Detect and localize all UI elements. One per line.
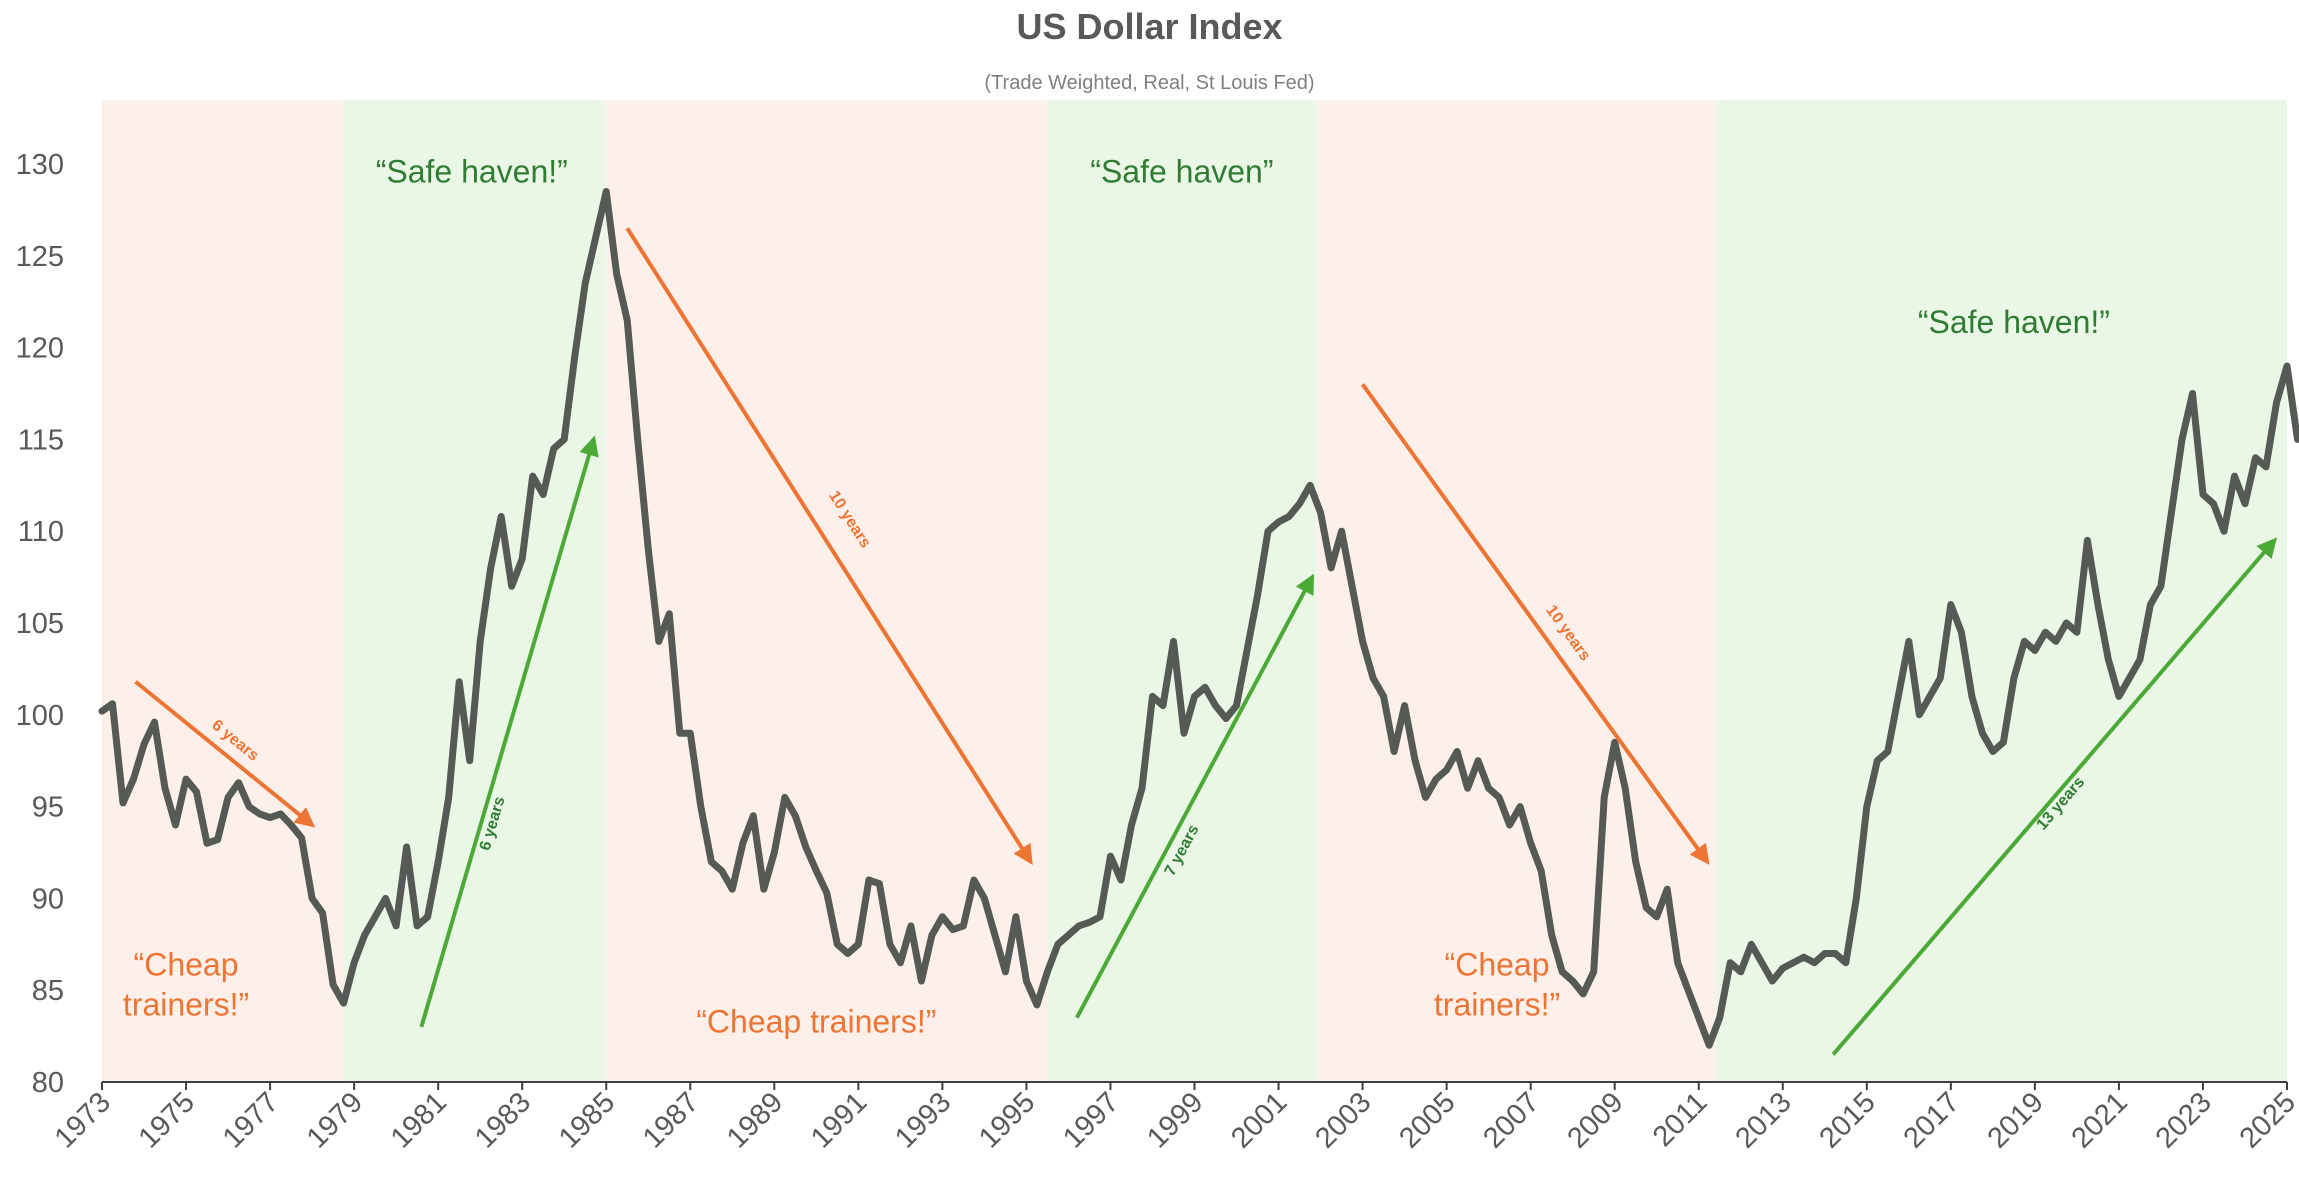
x-tick-label: 1975	[133, 1086, 201, 1154]
trend-arrow-green	[1831, 537, 2277, 1056]
x-tick-label: 2003	[1309, 1086, 1377, 1154]
x-tick-label: 1987	[637, 1086, 705, 1154]
x-tick-label: 2019	[1982, 1086, 2050, 1154]
x-tick-label: 1985	[553, 1086, 621, 1154]
x-tick-label: 1991	[805, 1086, 873, 1154]
band-weak	[102, 100, 344, 1082]
x-tick-label: 1995	[973, 1086, 1041, 1154]
trend-arrow-green	[419, 435, 599, 1028]
trend-arrow-orange	[1360, 383, 1710, 865]
x-tick-label: 1979	[301, 1086, 369, 1154]
y-tick-label: 110	[18, 516, 64, 548]
x-tick-label: 2009	[1561, 1086, 1629, 1154]
x-tick-label: 2021	[2066, 1086, 2134, 1154]
annotation-line: trainers!”	[1434, 987, 1560, 1023]
x-tick-label: 2013	[1729, 1086, 1797, 1154]
annotation-line: “Cheap	[1445, 947, 1550, 983]
annotation-line: “Safe haven!”	[376, 153, 568, 189]
x-tick-label: 2005	[1393, 1086, 1461, 1154]
annotation-label: “Cheap trainers!”	[1434, 947, 1560, 1023]
trend-arrow-orange	[625, 227, 1033, 866]
annotation-line: “Safe haven!”	[1918, 304, 2110, 340]
annotation-line: “Cheap	[134, 947, 239, 983]
x-tick-label: 2025	[2234, 1086, 2299, 1154]
annotations: “Cheap trainers!” “Safe haven!” “Cheap trai…	[123, 153, 2110, 1039]
y-tick-label: 130	[16, 149, 64, 181]
x-tick-label: 2007	[1477, 1086, 1545, 1154]
x-tick-label: 2011	[1647, 1086, 1714, 1153]
series-line	[98, 188, 2299, 1049]
x-tick-label: 2015	[1814, 1086, 1882, 1154]
x-tick-label: 1977	[217, 1086, 285, 1154]
band-strong	[1715, 100, 2287, 1082]
annotation-label: “Safe haven!”	[1918, 304, 2110, 340]
y-tick-label: 85	[32, 975, 64, 1007]
x-tick-label: 1999	[1141, 1086, 1209, 1154]
band-strong	[343, 100, 607, 1082]
band-weak	[1316, 100, 1716, 1082]
annotation-line: trainers!”	[123, 987, 249, 1023]
y-tick-label: 80	[32, 1067, 64, 1099]
chart-title: US Dollar Index	[1016, 6, 1283, 47]
x-tick-label: 2017	[1898, 1086, 1966, 1154]
regime-bands	[102, 100, 2287, 1082]
y-tick-label: 100	[16, 700, 64, 732]
annotation-label: “Cheap trainers!”	[696, 1003, 936, 1039]
y-tick-label: 105	[16, 608, 64, 640]
annotation-label: “Safe haven”	[1090, 153, 1273, 189]
trend-arrow-green	[1075, 573, 1315, 1019]
y-tick-label: 95	[32, 792, 64, 824]
annotation-line: “Cheap trainers!”	[696, 1003, 936, 1039]
y-tick-label: 115	[18, 424, 64, 456]
series-line-group	[98, 188, 2299, 1049]
x-tick-label: 2001	[1225, 1086, 1293, 1154]
annotation-label: “Cheap trainers!”	[123, 947, 249, 1023]
x-tick-label: 1993	[889, 1086, 957, 1154]
x-tick-label: 1997	[1057, 1086, 1125, 1154]
x-tick-label: 2023	[2150, 1086, 2218, 1154]
chart-subtitle: (Trade Weighted, Real, St Louis Fed)	[984, 72, 1315, 94]
x-tick-label: 1981	[385, 1086, 453, 1154]
x-tick-label: 1989	[721, 1086, 789, 1154]
y-tick-label: 90	[32, 883, 64, 915]
trend-arrow-orange	[134, 680, 316, 828]
y-tick-label: 125	[16, 241, 64, 273]
annotation-line: “Safe haven”	[1090, 153, 1273, 189]
annotation-label: “Safe haven!”	[376, 153, 568, 189]
band-strong	[1047, 100, 1317, 1082]
y-tick-label: 120	[16, 333, 64, 365]
x-tick-label: 1983	[469, 1086, 537, 1154]
band-weak	[606, 100, 1048, 1082]
